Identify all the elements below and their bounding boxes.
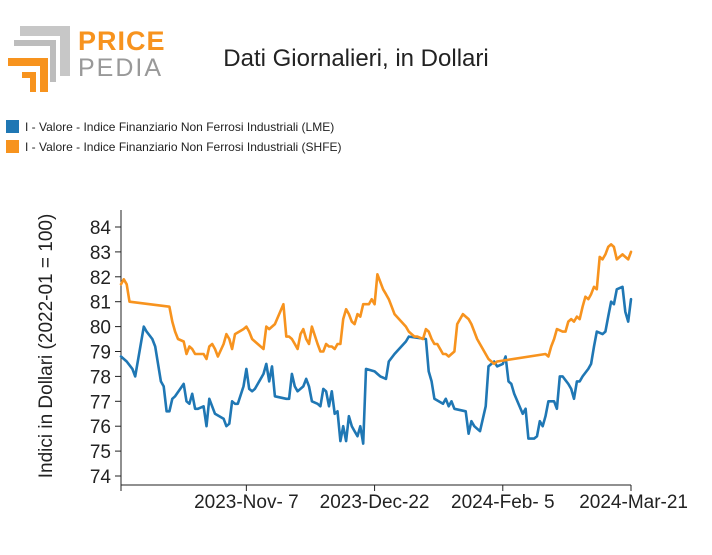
y-tick-label: 74 <box>90 467 112 488</box>
x-tick-label: 2023-Dec-22 <box>320 492 430 513</box>
legend-swatch-lme <box>6 120 19 133</box>
legend-item-lme[interactable]: I - Valore - Indice Finanziario Non Ferr… <box>6 120 334 134</box>
y-tick-label: 75 <box>90 442 111 463</box>
y-tick-label: 82 <box>90 268 111 289</box>
chart-title: Dati Giornalieri, in Dollari <box>223 45 488 72</box>
y-axis-label: Indici in Dollari (2022-01 = 100) <box>36 214 57 479</box>
legend-label-lme: I - Valore - Indice Finanziario Non Ferr… <box>25 120 334 134</box>
y-tick-label: 84 <box>90 218 112 239</box>
y-tick-label: 77 <box>90 392 111 413</box>
legend-swatch-shfe <box>6 140 19 153</box>
x-tick-label: 2023-Nov- 7 <box>194 492 299 513</box>
y-tick-label: 81 <box>90 293 111 314</box>
x-axis-ticks: 2023-Nov- 7 2023-Dec-22 2024-Feb- 5 2024-Ma… <box>120 485 688 513</box>
y-tick-label: 83 <box>90 243 111 264</box>
x-tick-label: 2024-Feb- 5 <box>451 492 555 513</box>
logo-text-pedia: PEDIA <box>78 54 163 82</box>
legend-label-shfe: I - Valore - Indice Finanziario Non Ferr… <box>25 140 342 154</box>
series-line-shfe <box>119 243 633 366</box>
logo-text-price: PRICE <box>78 26 166 56</box>
legend-item-shfe[interactable]: I - Valore - Indice Finanziario Non Ferr… <box>6 140 342 154</box>
x-tick-label: 2024-Mar-21 <box>579 492 688 513</box>
plot-area <box>119 243 633 445</box>
y-tick-label: 78 <box>90 367 111 388</box>
logo-mark-icon <box>8 26 70 92</box>
series-line-lme <box>119 285 633 445</box>
y-axis-ticks: 74 75 76 77 78 79 80 81 82 83 84 <box>90 218 121 488</box>
legend: I - Valore - Indice Finanziario Non Ferr… <box>6 120 342 154</box>
pricepedia-logo: PRICE PEDIA <box>8 26 166 92</box>
y-tick-label: 80 <box>90 318 111 339</box>
y-tick-label: 79 <box>90 343 111 364</box>
y-tick-label: 76 <box>90 417 111 438</box>
